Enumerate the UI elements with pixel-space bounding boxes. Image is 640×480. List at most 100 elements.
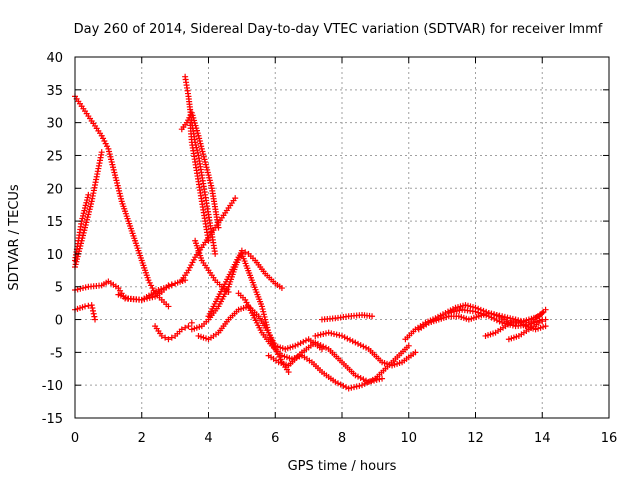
data-point	[345, 385, 352, 392]
data-point	[325, 329, 332, 336]
series-arc-16	[235, 290, 412, 392]
trace-segment	[239, 253, 254, 281]
series-arc-23	[482, 316, 549, 339]
data-point	[352, 339, 359, 346]
trace-segment	[216, 286, 231, 307]
series-arc-6	[115, 277, 189, 303]
trace-segment	[310, 361, 323, 374]
data-point	[379, 375, 386, 382]
trace-segment	[461, 307, 476, 315]
grid-lines	[75, 57, 609, 418]
trace-segment	[207, 305, 220, 321]
trace-segment	[168, 334, 175, 341]
trace-segment	[247, 253, 256, 262]
trace-segment	[174, 277, 186, 286]
chart-title: Day 260 of 2014, Sidereal Day-to-day VTE…	[74, 22, 603, 37]
x-tick-label: 16	[601, 431, 618, 446]
trace-segment	[488, 314, 503, 325]
series-arc-21	[415, 306, 549, 333]
trace-segment	[199, 201, 208, 222]
series-arc-19	[318, 311, 376, 323]
data-point	[202, 159, 209, 166]
trace-segment	[281, 353, 293, 362]
trace-segment	[141, 294, 156, 303]
data-point	[485, 313, 492, 320]
trace-segment	[200, 236, 210, 248]
x-tick-label: 4	[204, 431, 212, 446]
trace-segment	[242, 249, 249, 256]
trace-segment	[498, 314, 510, 325]
trace-segment	[119, 200, 131, 222]
trace-segment	[438, 314, 450, 322]
trace-segment	[418, 321, 430, 331]
trace-segment	[238, 304, 250, 312]
series-arc-15	[205, 250, 325, 353]
trace-segment	[187, 122, 195, 143]
y-tick-label: 0	[55, 314, 63, 329]
y-tick-label: 15	[46, 215, 63, 230]
series-arc-17	[265, 339, 386, 385]
trace-segment	[174, 328, 183, 337]
y-tick-label: 25	[46, 149, 63, 164]
trace-segment	[107, 280, 119, 290]
trace-segment	[294, 337, 309, 348]
trace-segment	[226, 256, 241, 278]
series-arc-18	[312, 329, 419, 369]
trace-segment	[448, 307, 463, 316]
trace-segment	[348, 312, 363, 320]
x-tick-label: 12	[467, 431, 484, 446]
trace-segment	[128, 295, 143, 303]
trace-segment	[189, 142, 198, 163]
trace-segment	[168, 281, 175, 288]
trace-segment	[321, 370, 337, 384]
trace-segment	[95, 151, 105, 169]
trace-segment	[321, 315, 336, 323]
y-tick-label: 10	[46, 248, 63, 263]
trace-segment	[199, 174, 208, 196]
trace-segment	[79, 227, 88, 242]
trace-segment	[368, 376, 383, 385]
y-tick-label: 40	[46, 51, 63, 66]
trace-segment	[196, 135, 208, 163]
data-point	[112, 172, 119, 179]
trace-segment	[274, 343, 286, 352]
trace-segment	[535, 323, 547, 332]
data-point	[105, 145, 112, 152]
y-tick-label: -5	[50, 346, 63, 361]
trace-segment	[180, 121, 189, 131]
trace-segment	[528, 321, 540, 331]
trace-segment	[197, 333, 209, 342]
trace-segment	[266, 332, 277, 347]
trace-segment	[202, 194, 212, 215]
trace-segment	[314, 340, 329, 351]
trace-segment	[214, 279, 223, 288]
trace-segment	[161, 284, 170, 293]
trace-segment	[454, 302, 466, 311]
series-arc-8	[178, 109, 222, 231]
trace-segment	[74, 304, 86, 312]
trace-segment	[89, 184, 98, 202]
trace-segment	[268, 354, 280, 364]
trace-segment	[444, 306, 456, 315]
trace-segment	[270, 344, 283, 357]
y-tick-label: 35	[46, 84, 63, 99]
trace-segment	[391, 360, 403, 368]
trace-segment	[202, 161, 215, 189]
trace-segment	[488, 310, 500, 319]
trace-segment	[424, 316, 436, 325]
series-arc-9	[182, 73, 219, 257]
trace-segment	[250, 312, 264, 334]
trace-segment	[518, 317, 530, 326]
trace-segment	[361, 312, 373, 319]
trace-segment	[253, 259, 267, 275]
x-tick-label: 2	[138, 431, 146, 446]
data-point	[265, 329, 272, 336]
x-tick-label: 0	[71, 431, 79, 446]
trace-segment	[82, 194, 91, 209]
trace-segment	[434, 311, 446, 320]
trace-segment	[93, 125, 104, 137]
trace-segment	[495, 324, 507, 335]
x-tick-label: 10	[400, 431, 417, 446]
trace-segment	[264, 272, 277, 285]
